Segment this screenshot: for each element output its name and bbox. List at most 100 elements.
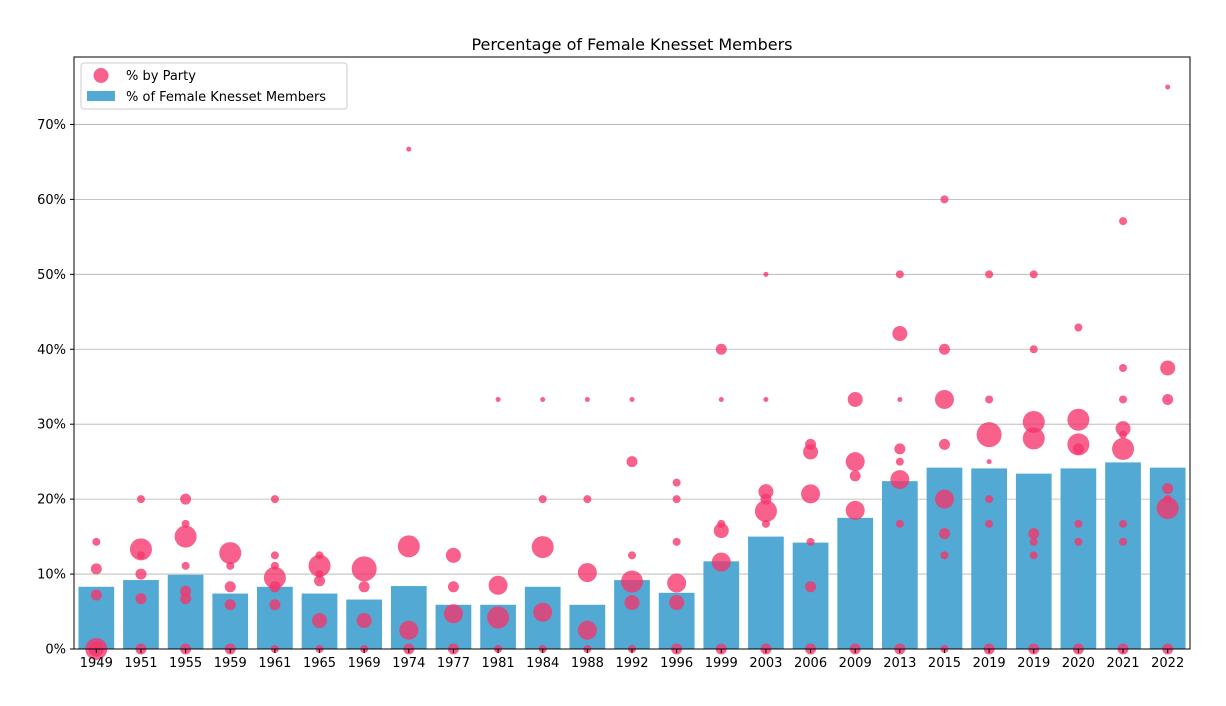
bubble <box>985 495 994 504</box>
x-tick-label: 2013 <box>883 656 916 671</box>
bubble <box>1028 528 1040 540</box>
bubble <box>533 602 553 622</box>
bubble <box>628 551 636 560</box>
bubble <box>621 570 643 593</box>
bubble <box>667 573 687 593</box>
bubble <box>135 593 147 605</box>
bubble <box>180 593 192 605</box>
bar <box>881 481 918 649</box>
bubble <box>895 519 904 528</box>
bubble <box>803 444 819 460</box>
bubble <box>1022 410 1045 433</box>
bubble <box>181 519 190 528</box>
bubble <box>760 493 772 505</box>
bubble <box>934 489 954 509</box>
x-tick-label: 1984 <box>526 656 559 671</box>
bubble <box>985 395 994 404</box>
bubble <box>263 566 286 589</box>
bubble <box>180 493 192 505</box>
bubble <box>1022 427 1045 450</box>
bubble <box>270 551 279 560</box>
bubble <box>895 270 904 279</box>
y-tick-label: 10% <box>37 568 66 583</box>
bubble <box>763 396 769 402</box>
bubble <box>761 519 770 528</box>
bubble <box>934 389 954 409</box>
bar <box>703 561 740 649</box>
bubble <box>90 563 102 575</box>
bubble <box>890 470 910 490</box>
x-tick-label: 2019 <box>973 656 1006 671</box>
x-tick-label: 2019 <box>1017 656 1050 671</box>
bubble <box>1067 408 1090 431</box>
bar <box>1060 468 1097 649</box>
bubble <box>90 589 102 601</box>
bubble <box>938 343 950 355</box>
x-tick-label: 1988 <box>571 656 604 671</box>
x-tick-label: 1959 <box>214 656 247 671</box>
bubble <box>895 457 904 466</box>
bubble <box>805 581 817 593</box>
bubble <box>1029 345 1038 354</box>
x-tick-label: 1949 <box>80 656 113 671</box>
bubble <box>1119 537 1128 546</box>
bubble <box>672 495 681 504</box>
bubble <box>672 537 681 546</box>
bubble <box>538 495 547 504</box>
bubble <box>577 620 597 640</box>
bubble <box>897 396 903 402</box>
bubble <box>976 422 1002 448</box>
x-tick-label: 2009 <box>839 656 872 671</box>
bubble <box>1119 395 1128 404</box>
x-tick-label: 1977 <box>437 656 470 671</box>
axes: 0% 10% 20% 30% 40% 50% 60% 70% 1949 1951 1955 1959 1… <box>37 56 1191 671</box>
bubble <box>669 595 685 611</box>
bubble <box>847 391 863 407</box>
bubble <box>495 396 501 402</box>
bubble <box>219 542 242 565</box>
bubble <box>443 604 463 624</box>
x-tick-label: 1992 <box>615 656 648 671</box>
bubble <box>1074 519 1083 528</box>
bubble <box>754 500 777 523</box>
bubble <box>270 561 279 570</box>
bubble <box>1165 84 1171 90</box>
x-tick-label: 2022 <box>1151 656 1184 671</box>
bubble <box>940 551 949 560</box>
x-tick-label: 1951 <box>124 656 157 671</box>
bubble <box>672 478 681 487</box>
bubble <box>584 396 590 402</box>
bubble <box>129 538 152 561</box>
bubble <box>314 575 326 587</box>
bubble <box>1160 360 1176 376</box>
bubble <box>270 495 279 504</box>
y-tick-label: 0% <box>45 643 66 658</box>
x-tick-label: 1969 <box>348 656 381 671</box>
bubble <box>224 581 236 593</box>
bubble <box>1074 323 1083 332</box>
bubble <box>940 195 949 204</box>
x-tick-label: 1996 <box>660 656 693 671</box>
bubble <box>713 523 729 539</box>
bubble <box>447 581 459 593</box>
bubble <box>938 438 950 450</box>
bubble <box>1115 421 1131 437</box>
bubble <box>136 495 145 504</box>
bubble <box>583 495 592 504</box>
bubble <box>718 396 724 402</box>
bar <box>1105 462 1141 649</box>
bar <box>748 536 784 649</box>
bubble <box>488 575 508 595</box>
x-tick-label: 2006 <box>794 656 827 671</box>
bubble <box>397 535 420 558</box>
bar <box>837 517 874 649</box>
bubble <box>845 500 865 520</box>
bar <box>1015 473 1052 649</box>
bubble <box>356 613 372 629</box>
x-tick-label: 2015 <box>928 656 961 671</box>
gridlines <box>74 124 1190 575</box>
bubble <box>399 620 419 640</box>
legend-bubble-swatch <box>93 68 109 83</box>
bubble <box>715 343 727 355</box>
